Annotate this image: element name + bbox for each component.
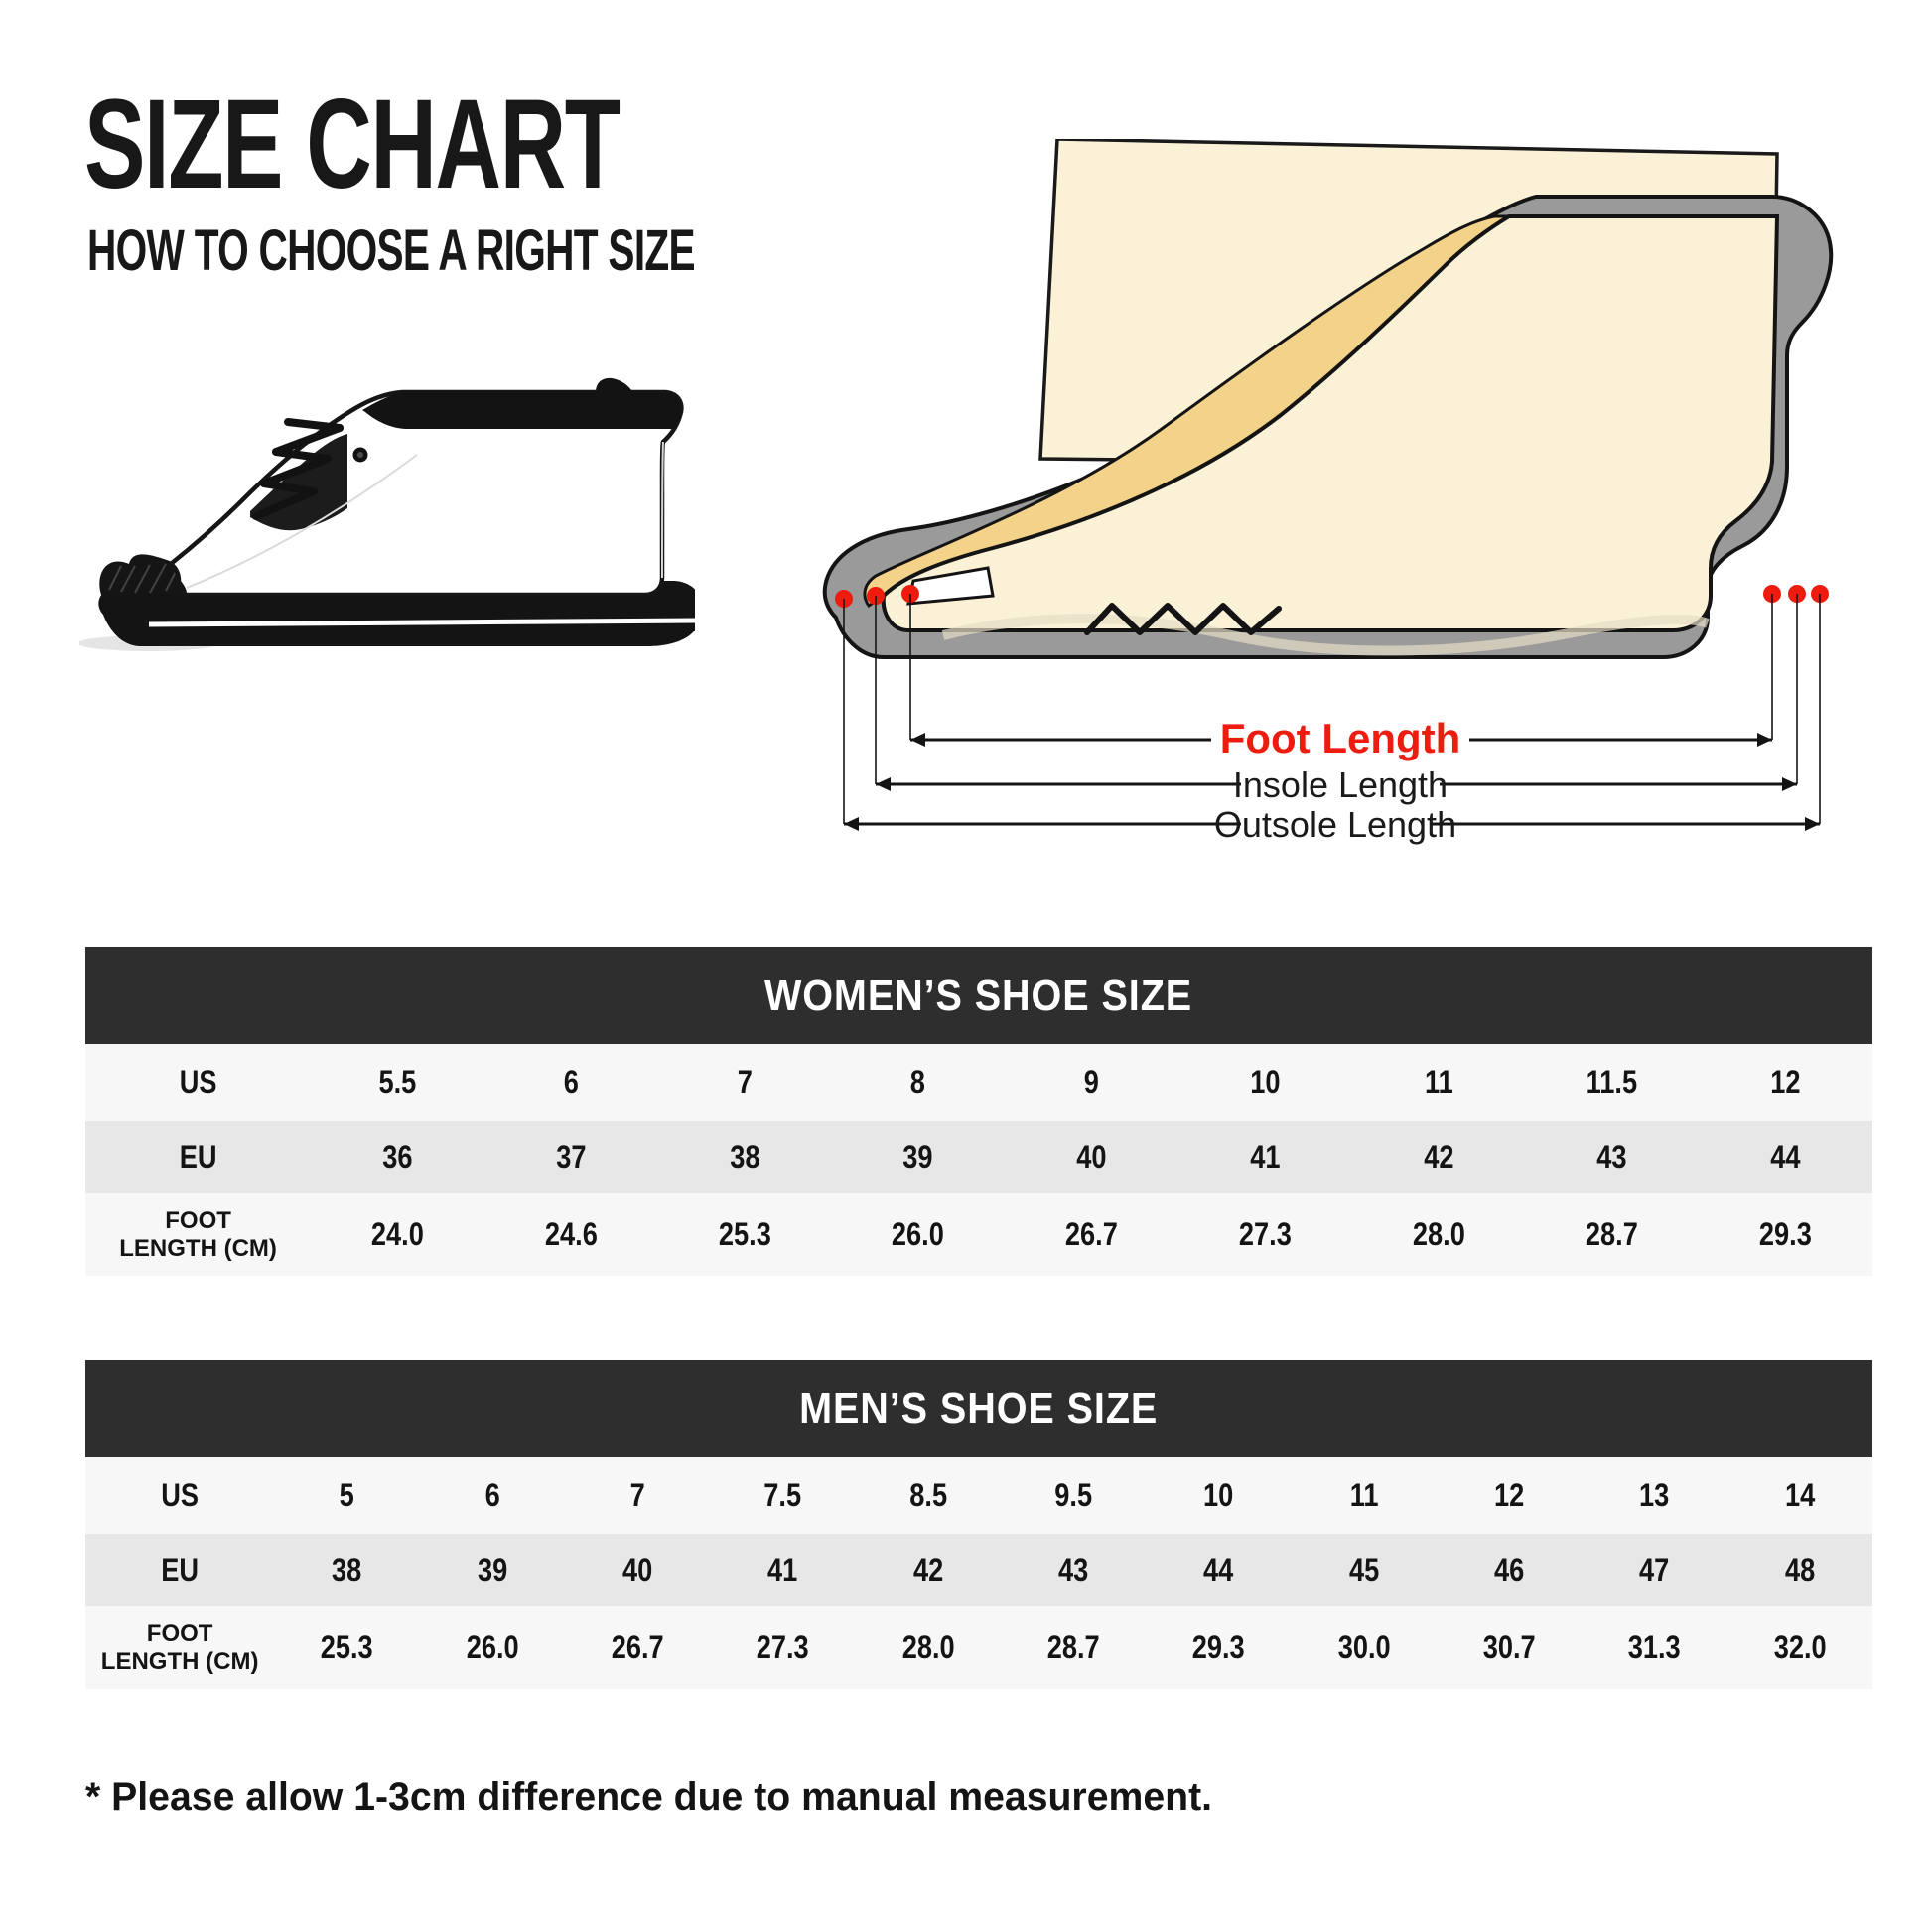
svg-text:Insole Length: Insole Length [1233,764,1448,805]
svg-text:Outsole Length: Outsole Length [1214,804,1456,845]
svg-text:Foot Length: Foot Length [1220,715,1461,761]
